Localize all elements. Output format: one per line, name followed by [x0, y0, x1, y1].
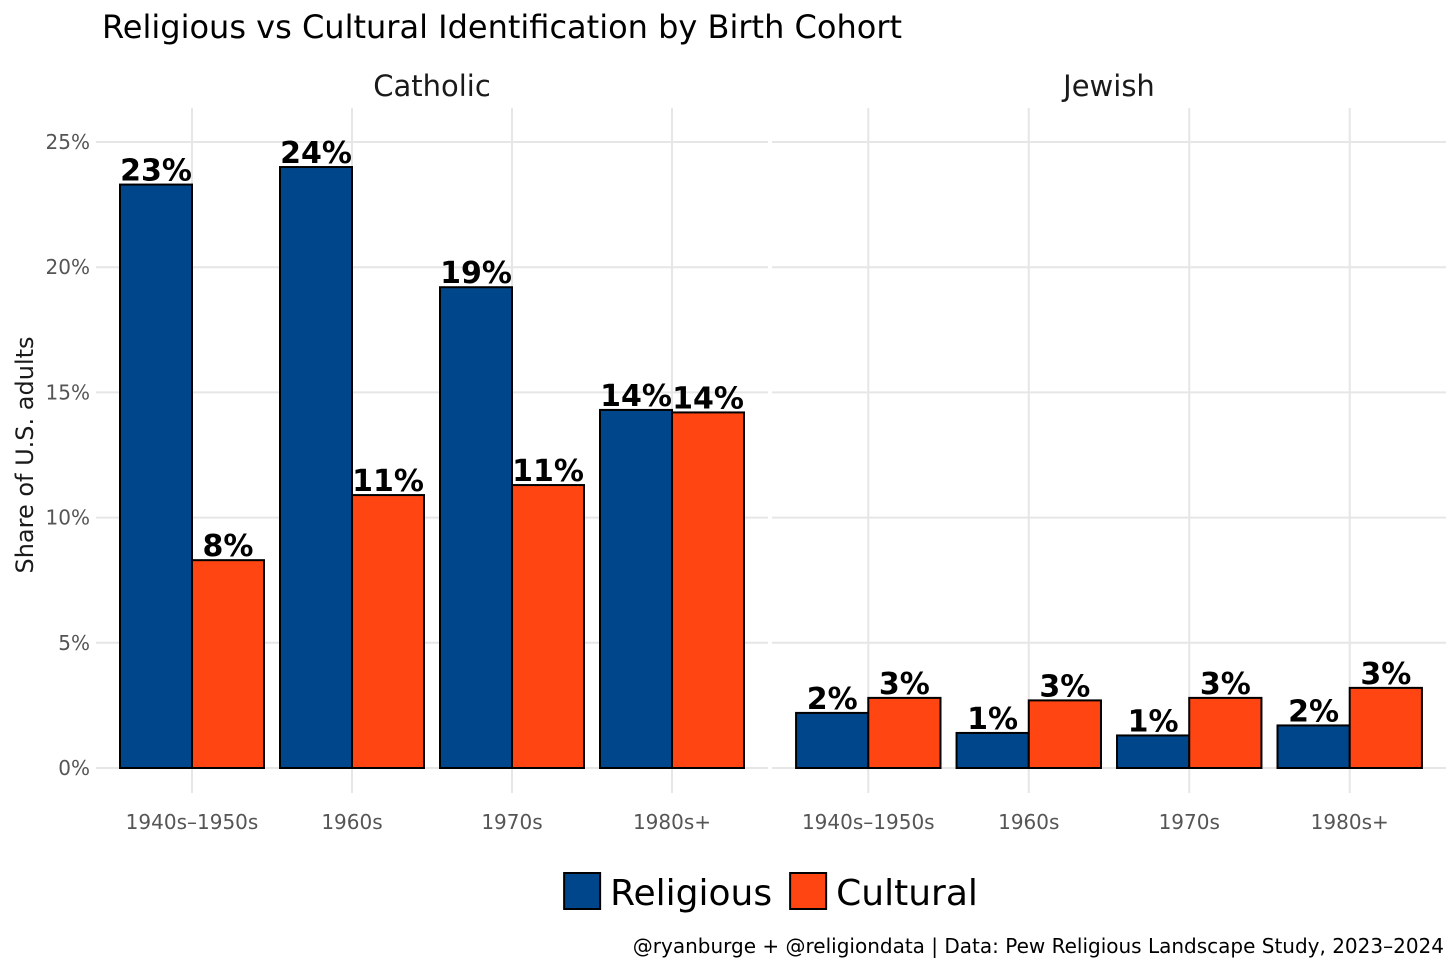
data-label: 24%: [280, 136, 352, 171]
bar-cultural: [1027, 699, 1102, 770]
y-tick-label: 0%: [58, 756, 90, 780]
data-label: 1%: [967, 702, 1018, 737]
data-label: 1%: [1128, 704, 1179, 739]
y-tick-label: 5%: [58, 631, 90, 655]
x-tick-label: 1970s: [481, 810, 542, 834]
x-tick-label: 1940s–1950s: [126, 810, 259, 834]
data-label: 3%: [1360, 657, 1411, 692]
x-tick-label: 1970s: [1159, 810, 1220, 834]
data-label: 14%: [672, 381, 744, 416]
bar-religious: [955, 731, 1030, 769]
x-tick-label: 1980s+: [633, 810, 711, 834]
facet-title: Catholic: [373, 69, 491, 103]
bar-religious: [599, 408, 673, 769]
bar-cultural: [1188, 696, 1263, 769]
bar-cultural: [351, 494, 425, 769]
y-tick-label: 10%: [46, 506, 90, 530]
bar-cultural: [671, 411, 745, 769]
data-label: 11%: [512, 454, 584, 489]
chart-caption: @ryanburge + @religiondata | Data: Pew R…: [633, 934, 1444, 958]
bar-cultural: [867, 696, 942, 769]
legend-label-cultural: Cultural: [836, 873, 978, 914]
bar-cultural: [191, 559, 265, 770]
bar-religious: [119, 183, 193, 769]
bar-religious: [1116, 734, 1191, 769]
y-tick-label: 15%: [46, 380, 90, 404]
y-axis-ticks: 0% 5% 10% 15% 20% 25%: [46, 130, 90, 780]
legend-label-religious: Religious: [610, 873, 772, 914]
x-tick-label: 1980s+: [1311, 810, 1389, 834]
legend-swatch-cultural: [789, 872, 828, 910]
bar-religious: [279, 166, 353, 770]
facet-jewish: Jewish 1940s–1950s 1960s 1970s 1980s+ 2% 1% 1% 2…: [795, 69, 1423, 834]
data-label: 2%: [1288, 694, 1339, 729]
x-tick-label: 1960s: [998, 810, 1059, 834]
bar-religious: [439, 286, 513, 769]
chart-title: Religious vs Cultural Identification by …: [102, 8, 902, 46]
bar-cultural: [511, 484, 585, 769]
y-tick-label: 25%: [46, 130, 90, 154]
facet-catholic: Catholic 1940s–1950s 1960s 1970s 1980s+ 23% 24…: [119, 69, 745, 834]
data-label: 14%: [600, 379, 672, 414]
y-tick-label: 20%: [46, 255, 90, 279]
data-label: 11%: [352, 464, 424, 499]
data-label: 3%: [1200, 667, 1251, 702]
bar-religious: [1276, 724, 1351, 770]
facet-title: Jewish: [1061, 69, 1155, 103]
data-label: 3%: [1039, 669, 1090, 704]
data-label: 2%: [807, 682, 858, 717]
y-axis-label: Share of U.S. adults: [11, 336, 39, 573]
legend-swatch-religious: [563, 872, 602, 910]
data-label: 19%: [440, 256, 512, 291]
legend: Religious Cultural: [563, 872, 978, 914]
data-label: 23%: [120, 154, 192, 189]
x-tick-label: 1940s–1950s: [802, 810, 935, 834]
bar-religious: [795, 711, 870, 769]
facets: Catholic 1940s–1950s 1960s 1970s 1980s+ 23% 24…: [119, 69, 1423, 834]
data-label: 8%: [203, 529, 254, 564]
bar-cultural: [1348, 686, 1423, 770]
x-tick-label: 1960s: [321, 810, 382, 834]
data-label: 3%: [879, 667, 930, 702]
